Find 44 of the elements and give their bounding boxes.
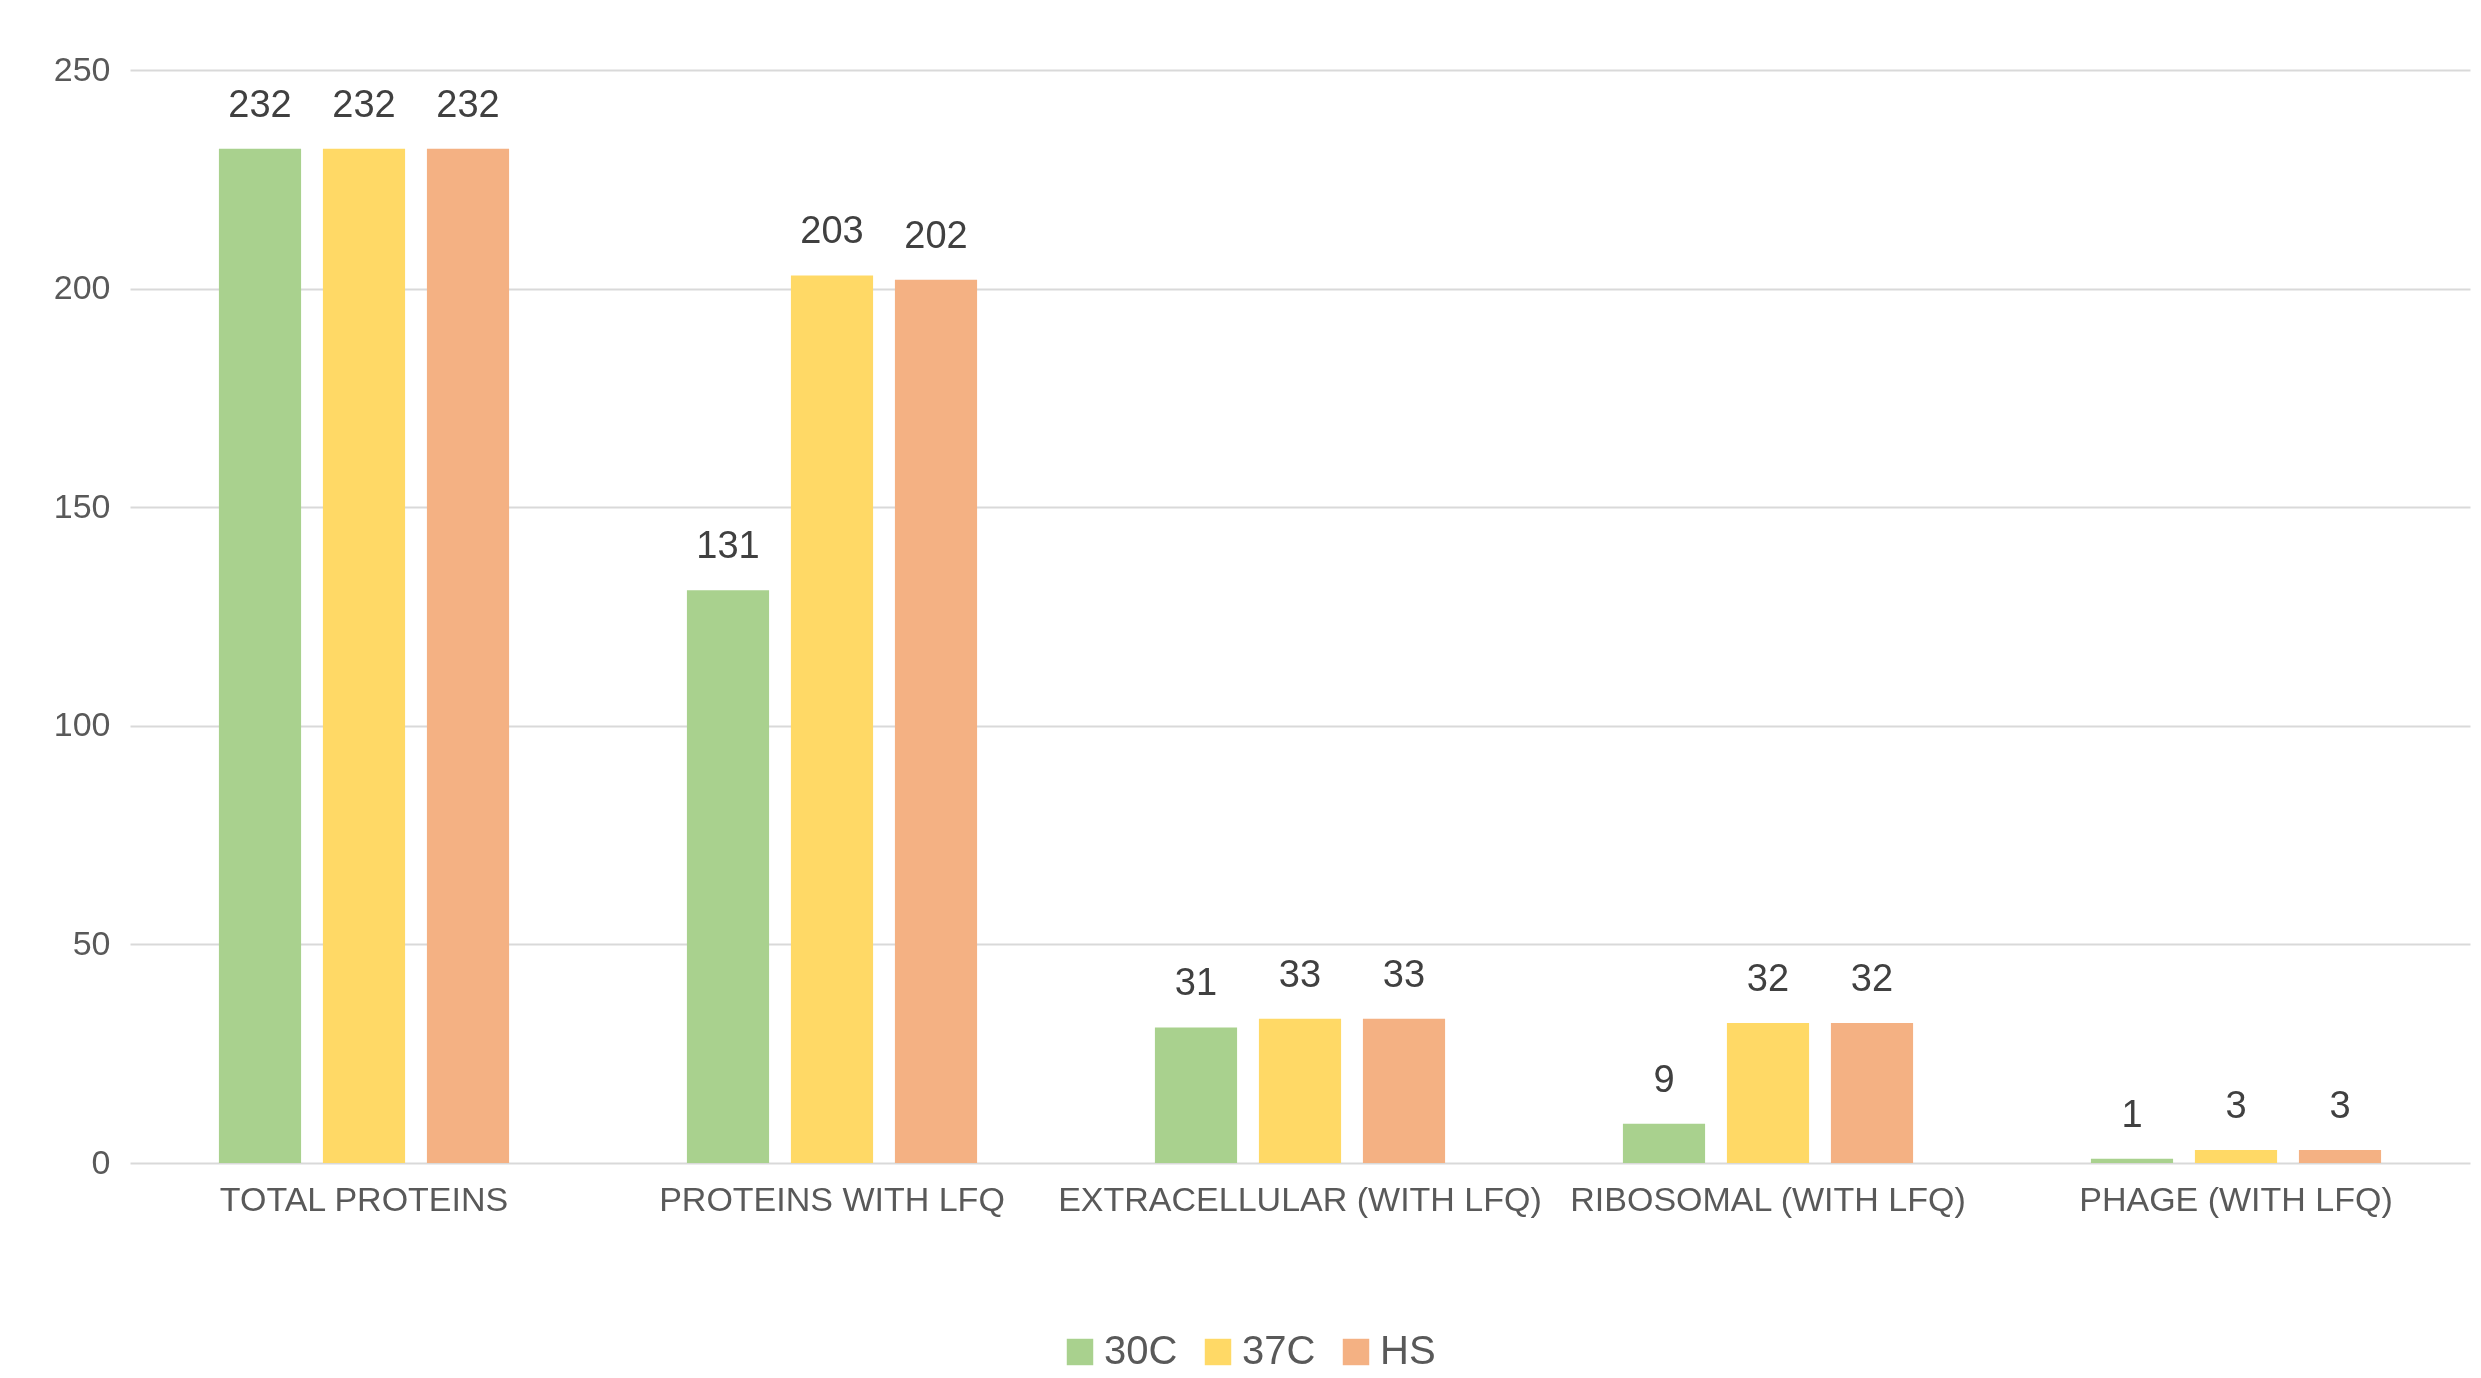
legend-label: HS xyxy=(1380,1328,1436,1372)
bar xyxy=(686,590,770,1163)
y-tick-label: 250 xyxy=(53,49,111,88)
bar xyxy=(2090,1158,2174,1163)
data-label: 33 xyxy=(1278,952,1322,995)
data-label: 33 xyxy=(1382,952,1426,995)
x-tick-label: TOTAL PROTEINS xyxy=(219,1179,509,1218)
data-label: 3 xyxy=(2225,1083,2247,1126)
x-tick-label: PHAGE (WITH LFQ) xyxy=(2079,1179,2393,1218)
data-label: 232 xyxy=(228,82,292,125)
data-label: 31 xyxy=(1174,961,1218,1004)
bar xyxy=(2194,1149,2278,1163)
y-tick-label: 100 xyxy=(53,705,111,744)
data-label: 9 xyxy=(1653,1057,1675,1100)
bar xyxy=(790,275,874,1163)
data-label: 202 xyxy=(904,213,968,256)
data-label: 1 xyxy=(2121,1092,2143,1135)
y-tick-label: 150 xyxy=(53,486,111,525)
bar xyxy=(1726,1023,1810,1163)
bar xyxy=(1154,1027,1238,1163)
legend-label: 30C xyxy=(1104,1328,1178,1372)
data-label: 32 xyxy=(1746,957,1790,1000)
y-tick-label: 200 xyxy=(53,268,111,307)
x-tick-label: RIBOSOMAL (WITH LFQ) xyxy=(1570,1179,1966,1218)
data-label: 232 xyxy=(332,82,396,125)
x-tick-label: PROTEINS WITH LFQ xyxy=(659,1179,1005,1218)
data-label: 203 xyxy=(800,209,864,252)
bar xyxy=(426,148,510,1163)
bar xyxy=(1258,1018,1342,1163)
bar xyxy=(1830,1023,1914,1163)
data-label: 32 xyxy=(1850,957,1894,1000)
bar xyxy=(1362,1018,1446,1163)
x-tick-label: EXTRACELLULAR (WITH LFQ) xyxy=(1058,1179,1542,1218)
bar xyxy=(2298,1149,2382,1163)
y-tick-label: 50 xyxy=(72,923,111,962)
bar xyxy=(1622,1123,1706,1163)
bar xyxy=(894,279,978,1163)
data-label: 131 xyxy=(696,524,760,567)
data-label: 232 xyxy=(436,82,500,125)
data-label: 3 xyxy=(2329,1083,2351,1126)
y-tick-label: 0 xyxy=(91,1142,111,1181)
legend-label: 37C xyxy=(1242,1328,1316,1372)
bar xyxy=(218,148,302,1163)
bar xyxy=(322,148,406,1163)
